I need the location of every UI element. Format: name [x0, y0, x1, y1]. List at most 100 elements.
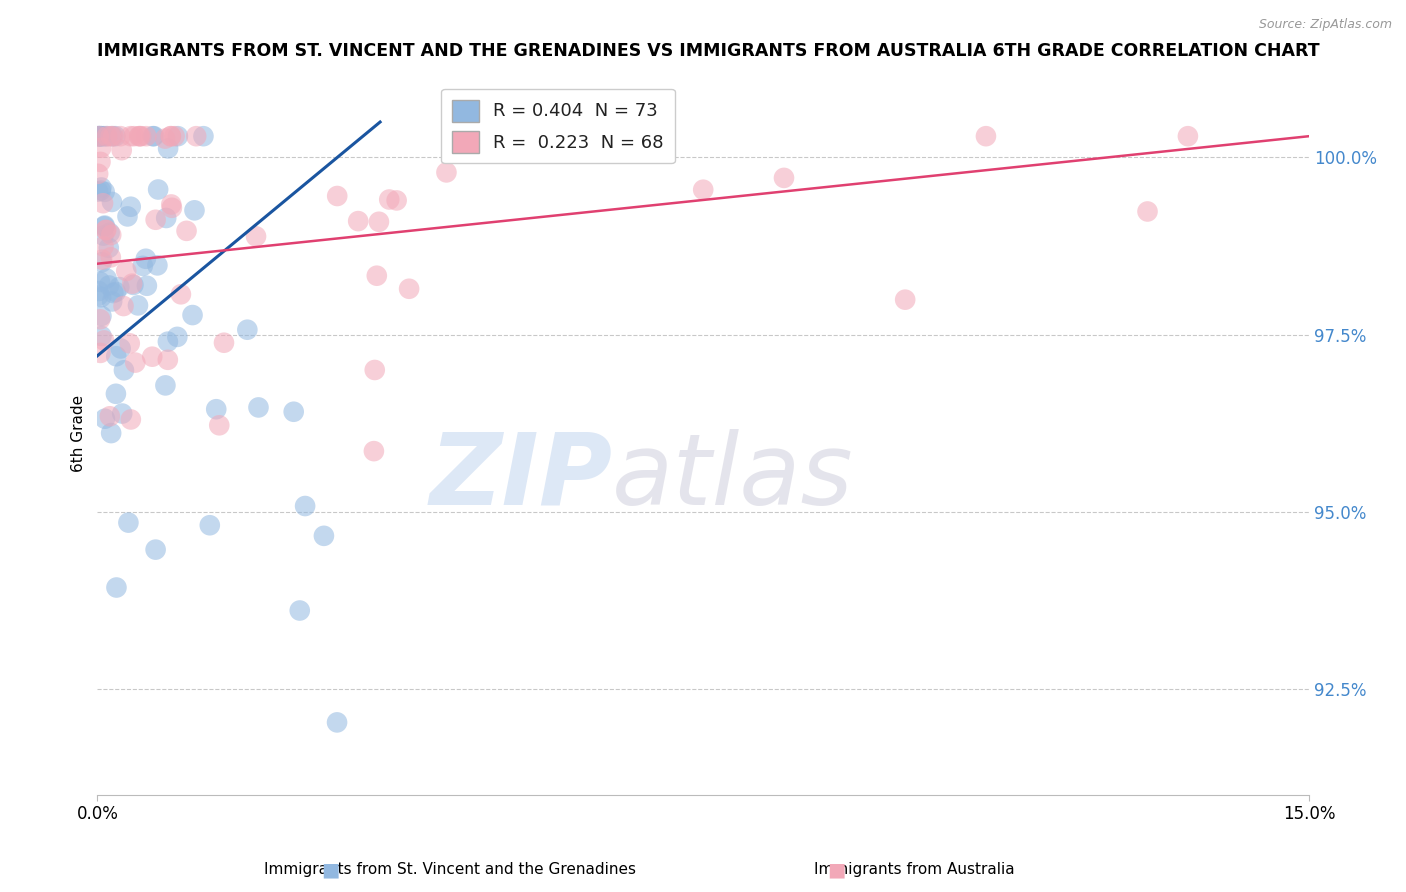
Point: [100, 426, 122, 441]
Text: ■: ■: [827, 860, 846, 880]
Point: [127, 298, 149, 312]
Point: [122, 129, 145, 144]
Point: [115, 264, 138, 278]
Point: [193, 129, 215, 144]
Point: [90, 180, 112, 194]
Point: [146, 182, 169, 196]
Point: [347, 214, 370, 228]
Point: [87, 129, 110, 144]
Point: [167, 129, 190, 144]
Text: ZIP: ZIP: [429, 428, 613, 525]
Point: [160, 129, 183, 144]
Point: [181, 308, 204, 322]
Point: [236, 323, 259, 337]
Point: [90, 329, 112, 343]
Point: [91, 196, 114, 211]
Point: [176, 224, 198, 238]
Point: [135, 252, 157, 266]
Point: [128, 129, 150, 144]
Point: [93, 129, 115, 144]
Point: [104, 129, 127, 144]
Point: [366, 268, 388, 283]
Point: [93, 185, 115, 199]
Point: [212, 335, 235, 350]
Point: [1136, 204, 1159, 219]
Text: Source: ZipAtlas.com: Source: ZipAtlas.com: [1258, 18, 1392, 31]
Point: [93, 219, 115, 233]
Point: [121, 277, 143, 291]
Point: [91, 252, 114, 267]
Legend: R = 0.404  N = 73, R =  0.223  N = 68: R = 0.404 N = 73, R = 0.223 N = 68: [441, 88, 675, 163]
Point: [288, 603, 311, 617]
Point: [166, 330, 188, 344]
Point: [153, 131, 176, 145]
Point: [208, 418, 231, 433]
Point: [87, 129, 110, 144]
Point: [205, 402, 228, 417]
Point: [101, 129, 124, 144]
Point: [89, 154, 111, 169]
Point: [326, 715, 349, 730]
Point: [1177, 129, 1199, 144]
Point: [101, 194, 124, 209]
Point: [146, 258, 169, 272]
Point: [89, 275, 111, 289]
Point: [283, 405, 305, 419]
Text: ■: ■: [321, 860, 340, 880]
Point: [160, 197, 183, 211]
Point: [363, 444, 385, 458]
Point: [105, 581, 128, 595]
Point: [96, 129, 118, 144]
Point: [93, 239, 115, 253]
Point: [398, 282, 420, 296]
Point: [97, 241, 120, 255]
Point: [773, 170, 796, 185]
Point: [100, 129, 122, 144]
Point: [245, 229, 267, 244]
Point: [155, 378, 177, 392]
Point: [89, 346, 111, 360]
Point: [160, 201, 183, 215]
Text: atlas: atlas: [613, 428, 853, 525]
Point: [90, 309, 112, 323]
Point: [91, 129, 114, 144]
Point: [87, 284, 110, 298]
Point: [692, 183, 714, 197]
Point: [96, 129, 118, 144]
Point: [87, 185, 110, 199]
Point: [145, 212, 167, 227]
Point: [110, 129, 132, 144]
Point: [142, 129, 165, 144]
Point: [132, 259, 155, 273]
Point: [198, 518, 221, 533]
Point: [156, 352, 179, 367]
Point: [94, 223, 117, 237]
Point: [183, 203, 205, 218]
Point: [93, 219, 115, 234]
Point: [124, 356, 146, 370]
Point: [96, 271, 118, 285]
Point: [117, 516, 139, 530]
Point: [118, 336, 141, 351]
Point: [294, 499, 316, 513]
Point: [96, 223, 118, 237]
Point: [89, 129, 111, 144]
Point: [163, 129, 186, 144]
Point: [378, 193, 401, 207]
Point: [186, 129, 208, 144]
Point: [385, 194, 408, 208]
Point: [87, 129, 110, 144]
Point: [141, 350, 163, 364]
Point: [93, 334, 115, 348]
Point: [104, 386, 127, 401]
Text: Immigrants from Australia: Immigrants from Australia: [814, 863, 1014, 877]
Point: [89, 312, 111, 326]
Point: [100, 227, 122, 242]
Point: [155, 211, 177, 225]
Point: [120, 412, 142, 426]
Point: [103, 285, 125, 300]
Point: [120, 129, 142, 144]
Y-axis label: 6th Grade: 6th Grade: [72, 395, 86, 472]
Point: [90, 255, 112, 269]
Point: [89, 129, 111, 144]
